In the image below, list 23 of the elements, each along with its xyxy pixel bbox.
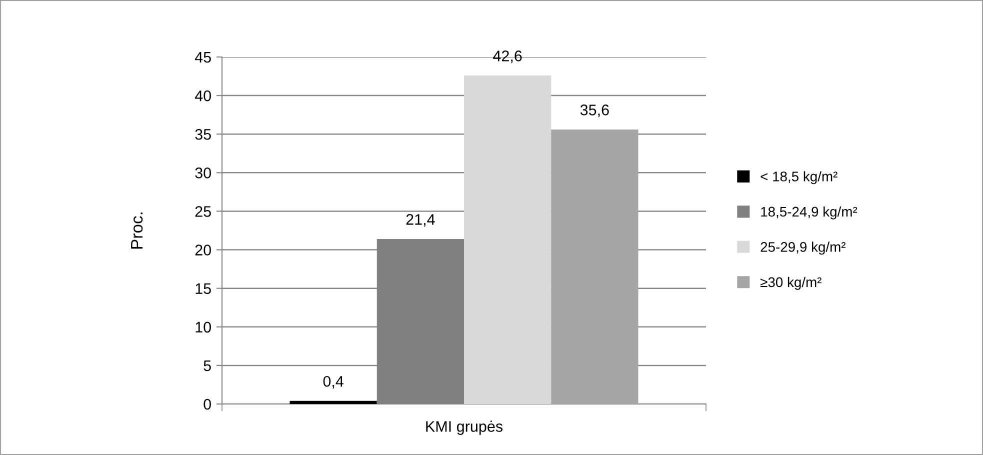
x-tick-label: KMI grupės [426, 420, 503, 435]
y-tick-label: 35 [195, 128, 211, 140]
y-tick-label: 15 [196, 283, 211, 294]
y-tick-label: 0 [204, 398, 211, 410]
legend-label: 25-29,9 kg/m² [760, 242, 846, 255]
y-axis-title: Proc. [131, 212, 143, 249]
data-label: 21,4 [406, 214, 435, 227]
y-tick-label: 40 [194, 90, 211, 102]
data-label: 42,6 [493, 50, 522, 64]
y-tick-label: 30 [195, 168, 211, 178]
bar [551, 129, 638, 404]
legend-label: ≥30 kg/m² [760, 276, 822, 290]
data-label: 35,6 [580, 104, 609, 118]
y-tick-label: 5 [204, 360, 211, 372]
data-label: 0,4 [323, 376, 344, 389]
bar [290, 400, 377, 404]
legend-label: < 18,5 kg/m² [760, 171, 838, 184]
y-tick-label: 20 [195, 244, 211, 256]
y-tick-label: 45 [194, 52, 211, 63]
y-tick-label: 10 [196, 322, 211, 333]
bar [464, 76, 552, 404]
y-tick-label: 25 [195, 206, 211, 217]
legend-label: 18,5-24,9 kg/m² [761, 206, 858, 220]
